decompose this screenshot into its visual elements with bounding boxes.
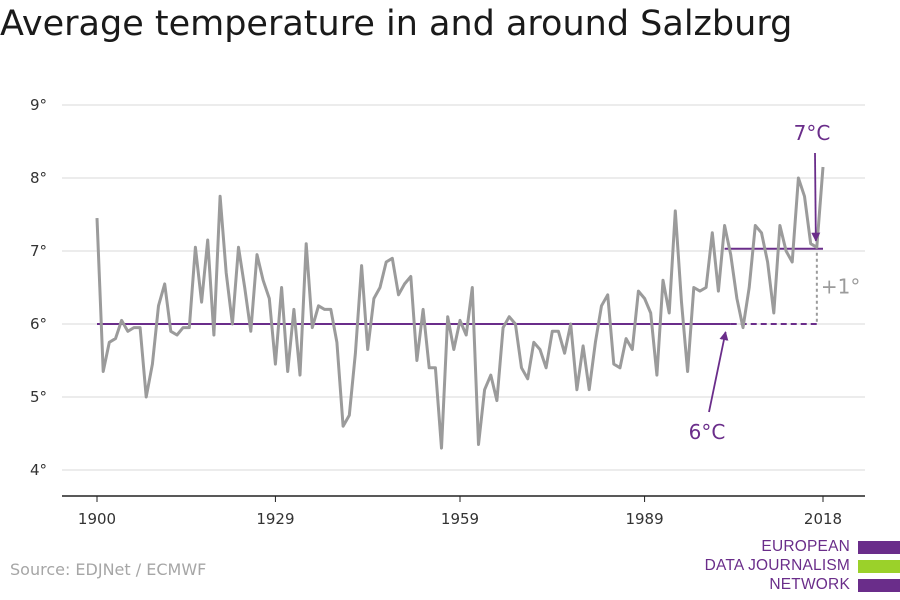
- x-tick-label: 1959: [441, 510, 479, 528]
- annotation-7c: 7°C: [794, 121, 831, 145]
- source-note: Source: EDJNet / ECMWF: [10, 560, 207, 579]
- y-tick-label: 6°: [30, 315, 47, 333]
- x-axis: [62, 495, 865, 502]
- edjnet-logo[interactable]: EUROPEAN DATA JOURNALISM NETWORK: [700, 538, 900, 598]
- y-tick-label: 8°: [30, 169, 47, 187]
- difference-label: +1°: [821, 274, 860, 298]
- arrow-6c: [708, 331, 729, 413]
- y-tick-label: 5°: [30, 388, 47, 406]
- logo-line-1: EUROPEAN: [761, 538, 850, 555]
- y-tick-label: 7°: [30, 242, 47, 260]
- chart-title: Average temperature in and around Salzbu…: [0, 4, 793, 44]
- x-tick-label: 1929: [256, 510, 294, 528]
- y-axis-labels: 4° 5° 6° 7° 8° 9°: [30, 96, 47, 479]
- series-line: [95, 166, 825, 450]
- grid: [62, 104, 865, 471]
- x-tick-label: 1900: [78, 510, 116, 528]
- annotation-6c: 6°C: [689, 420, 726, 444]
- y-tick-label: 4°: [30, 461, 47, 479]
- logo-bar-3: [858, 579, 900, 592]
- annotations: +1° 7°C 6°C: [689, 121, 861, 444]
- arrow-7c: [811, 152, 821, 242]
- logo-bar-2: [858, 560, 900, 573]
- x-tick-label: 1989: [625, 510, 663, 528]
- x-tick-label: 2018: [804, 510, 842, 528]
- logo-bar-1: [858, 541, 900, 554]
- logo-line-2: DATA JOURNALISM: [704, 557, 850, 574]
- logo-line-3: NETWORK: [769, 576, 850, 593]
- series: [95, 166, 825, 450]
- y-tick-label: 9°: [30, 96, 47, 114]
- x-axis-labels: 1900 1929 1959 1989 2018: [78, 510, 842, 528]
